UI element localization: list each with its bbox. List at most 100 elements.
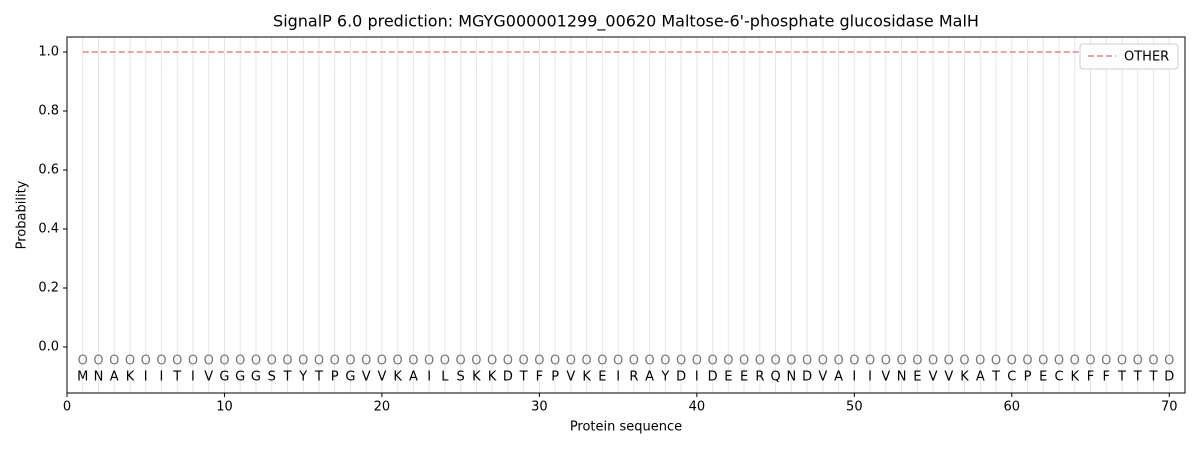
x-tick-label: 0 [63,400,71,415]
residue: R [629,369,638,384]
y-tick-label: 0.2 [38,280,59,295]
predicted-label: O [1164,353,1174,368]
residue: K [472,369,481,384]
residue: G [235,369,245,384]
residue: D [676,369,686,384]
predicted-label: O [802,353,812,368]
residue: A [110,369,119,384]
residue: R [755,369,764,384]
predicted-label: O [991,353,1001,368]
predicted-label: O [314,353,324,368]
predicted-label: O [456,353,466,368]
x-tick-label: 40 [689,400,706,415]
predicted-label: O [156,353,166,368]
legend-box [1079,43,1179,70]
residue: I [144,369,148,384]
predicted-label: O [896,353,906,368]
residue: T [314,369,323,384]
residue: T [991,369,1000,384]
predicted-label: O [912,353,922,368]
residue: C [1054,369,1063,384]
residue: K [488,369,497,384]
residue: T [1133,369,1142,384]
residue: T [282,369,291,384]
predicted-label: O [1070,353,1080,368]
predicted-label: O [330,353,340,368]
residue: I [191,369,195,384]
residue: V [362,369,371,384]
predicted-label: O [440,353,450,368]
residue: L [441,369,449,384]
residue: E [598,369,606,384]
residue: T [172,369,181,384]
residue: G [251,369,261,384]
predicted-label: O [1133,353,1143,368]
predicted-label: O [534,353,544,368]
residue: E [724,369,732,384]
residue: P [1024,369,1032,384]
residue: I [695,369,699,384]
residue: V [944,369,953,384]
predicted-label: O [298,353,308,368]
predicted-label: O [975,353,985,368]
legend-label: OTHER [1124,50,1169,65]
residue: F [536,369,543,384]
residue: D [503,369,513,384]
residue: V [377,369,386,384]
residue: V [566,369,575,384]
residue: E [1039,369,1047,384]
predicted-label: O [597,353,607,368]
residue: Y [298,369,307,384]
predicted-label: O [849,353,859,368]
residue: V [929,369,938,384]
residue: V [818,369,827,384]
residue: Y [660,369,669,384]
residue: N [897,369,907,384]
residue: D [708,369,718,384]
predicted-label: O [1022,353,1032,368]
residue: E [913,369,921,384]
residue: D [1164,369,1174,384]
residue: K [393,369,402,384]
predicted-label: O [361,353,371,368]
y-tick-label: 0.4 [38,222,59,237]
predicted-label: O [1117,353,1127,368]
predicted-label: O [1148,353,1158,368]
residue: A [409,369,418,384]
x-axis-label: Protein sequence [570,420,682,435]
residue: G [345,369,355,384]
x-tick-label: 60 [1004,400,1021,415]
predicted-label: O [550,353,560,368]
predicted-label: O [141,353,151,368]
predicted-label: O [928,353,938,368]
predicted-label: O [219,353,229,368]
residue: K [1071,369,1080,384]
residue: N [94,369,104,384]
predicted-label: O [408,353,418,368]
residue: I [868,369,872,384]
predicted-label: O [566,353,576,368]
predicted-label: O [755,353,765,368]
predicted-label: O [125,353,135,368]
residue: T [1117,369,1126,384]
x-tick-label: 30 [531,400,548,415]
residue: S [457,369,465,384]
predicted-label: O [786,353,796,368]
residue: V [881,369,890,384]
predicted-label: O [582,353,592,368]
predicted-label: O [78,353,88,368]
residue: K [582,369,591,384]
x-tick-label: 70 [1161,400,1178,415]
predicted-label: O [692,353,702,368]
predicted-label: O [613,353,623,368]
residue: I [852,369,856,384]
residue: F [1087,369,1094,384]
predicted-label: O [487,353,497,368]
y-tick-label: 0.8 [38,104,59,119]
predicted-label: O [424,353,434,368]
residue: A [645,369,654,384]
predicted-label: O [1085,353,1095,368]
predicted-label: O [204,353,214,368]
residue: P [331,369,339,384]
